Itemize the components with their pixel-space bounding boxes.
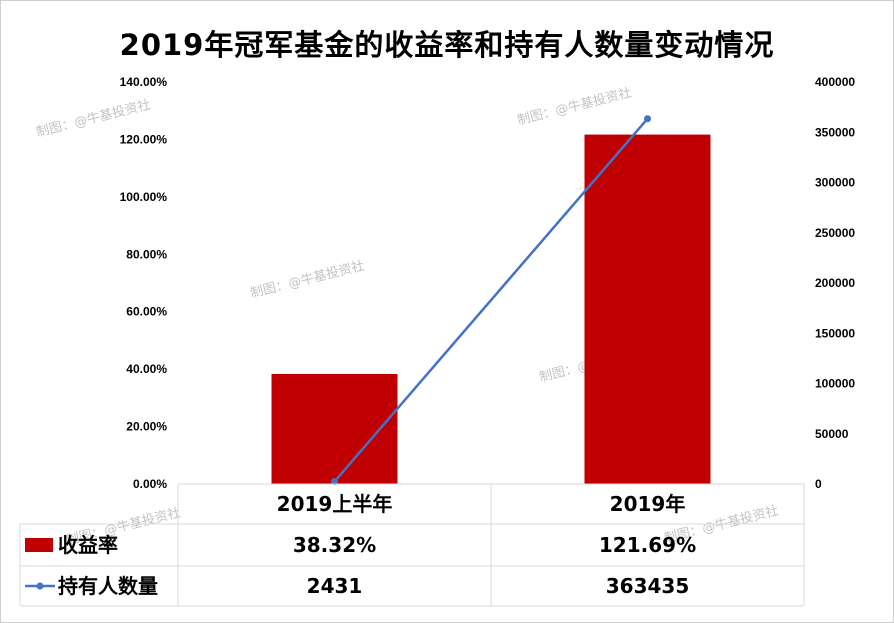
bar <box>584 134 711 484</box>
data-label: 2431 <box>307 574 363 598</box>
data-label: 38.32% <box>293 533 376 557</box>
y-left-tick-label: 80.00% <box>126 247 167 261</box>
y-right-tick-label: 300000 <box>815 176 855 190</box>
legend-label: 收益率 <box>58 533 118 557</box>
legend-key-bar <box>25 538 53 552</box>
y-left-tick-label: 100.00% <box>120 190 168 204</box>
y-left-tick-label: 40.00% <box>126 362 167 376</box>
chart-title: 2019年冠军基金的收益率和持有人数量变动情况 <box>119 28 775 62</box>
y-left-tick-label: 60.00% <box>126 305 167 319</box>
y-right-tick-label: 100000 <box>815 377 855 391</box>
y-right-tick-label: 150000 <box>815 326 855 340</box>
y-right-tick-label: 200000 <box>815 276 855 290</box>
data-label: 121.69% <box>599 533 696 557</box>
y-left-tick-label: 20.00% <box>126 420 167 434</box>
line-point <box>644 115 651 123</box>
y-right-tick-label: 400000 <box>815 75 855 89</box>
y-left-tick-label: 140.00% <box>120 75 168 89</box>
y-left-tick-label: 120.00% <box>120 132 168 146</box>
y-right-tick-label: 350000 <box>815 125 855 139</box>
data-label: 363435 <box>606 574 690 598</box>
x-tick-label: 2019上半年 <box>277 492 393 516</box>
legend-label: 持有人数量 <box>58 574 158 598</box>
bar <box>271 373 398 484</box>
y-right-tick-label: 50000 <box>815 427 849 441</box>
y-right-tick-label: 0 <box>815 477 822 491</box>
legend-key-marker <box>36 582 44 590</box>
line-series <box>333 117 649 483</box>
y-right-tick-label: 250000 <box>815 226 855 240</box>
line-point <box>331 478 338 486</box>
x-tick-label: 2019年 <box>610 492 686 516</box>
y-left-tick-label: 0.00% <box>133 477 167 491</box>
